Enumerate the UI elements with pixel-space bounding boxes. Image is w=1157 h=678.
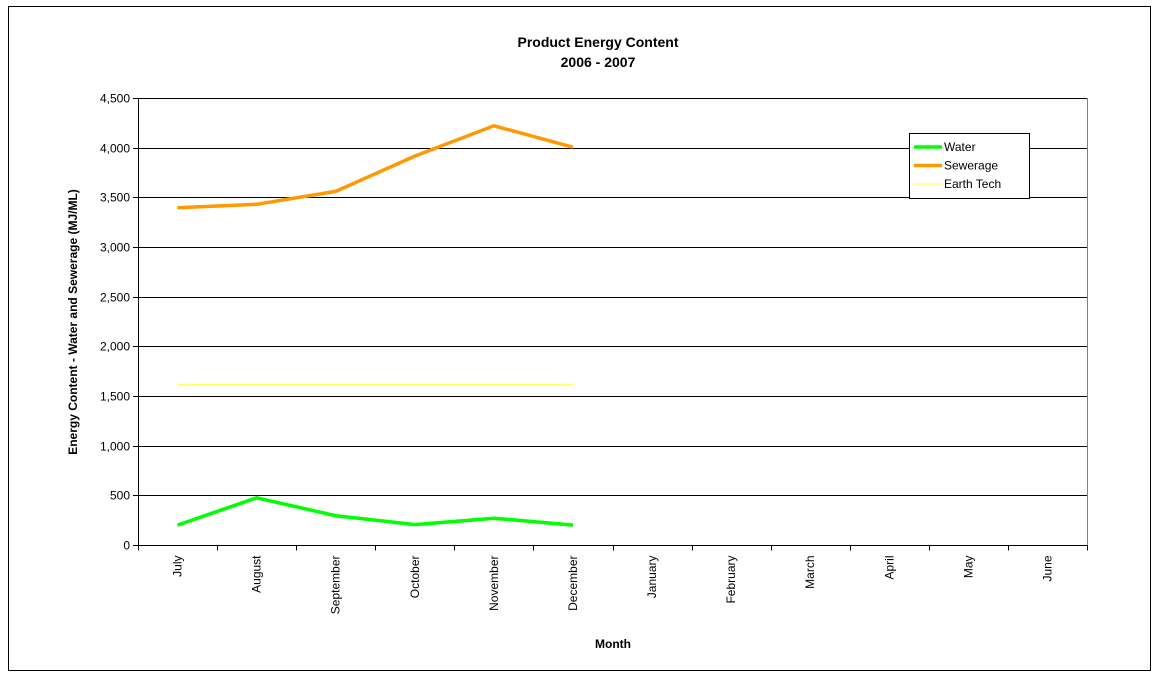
x-axis-ticks: July August September October November Decemb… [138,545,1088,615]
y-tick-label: 0 [123,539,130,553]
x-tick-label: May [961,556,975,579]
y-axis-ticks: 0 500 1,000 1,500 2,000 2,500 3,000 3,500 4,000 4… [100,92,139,553]
y-tick-label: 3,500 [100,191,130,205]
chart-subtitle: 2006 - 2007 [561,54,636,70]
x-tick-label: September [329,556,343,615]
x-tick-label: April [882,556,896,580]
x-axis-title: Month [595,637,631,651]
x-tick-label: February [724,556,738,604]
chart-title: Product Energy Content [517,34,678,50]
x-tick-label: March [803,556,817,589]
y-tick-label: 2,000 [100,340,130,354]
y-axis-title: Energy Content - Water and Sewerage (MJ/… [66,189,80,455]
x-tick-label: December [566,556,580,611]
y-tick-label: 2,500 [100,291,130,305]
y-tick-label: 1,000 [100,440,130,454]
x-tick-label: August [250,555,264,593]
legend-label: Earth Tech [944,177,1001,191]
y-tick-label: 3,000 [100,241,130,255]
x-tick-label: October [408,555,422,598]
x-tick-label: July [171,556,185,577]
x-tick-label: November [487,556,501,611]
legend: Water Sewerage Earth Tech [909,133,1030,199]
legend-label: Sewerage [944,159,998,173]
x-tick-label: January [645,556,659,599]
y-tick-label: 4,000 [100,142,130,156]
series-line-water [176,496,574,527]
y-tick-label: 500 [110,489,130,503]
y-tick-label: 4,500 [100,92,130,106]
series-lines [176,124,574,527]
legend-label: Water [944,140,976,154]
series-line-sewerage [177,124,574,210]
y-tick-label: 1,500 [100,390,130,404]
x-tick-label: June [1040,555,1054,581]
